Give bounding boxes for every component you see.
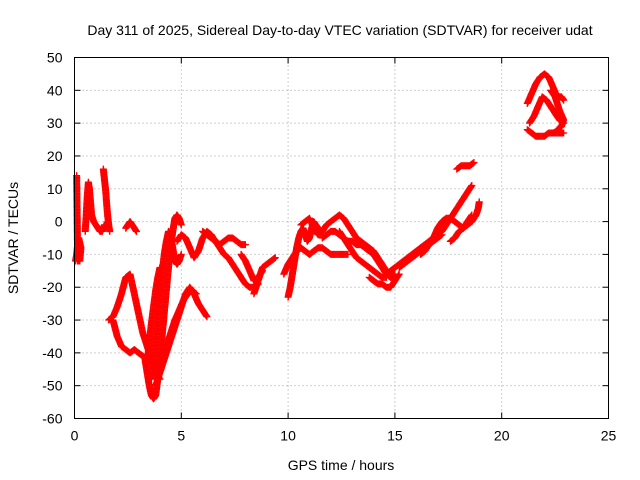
data-point: [395, 270, 403, 278]
data-point: [437, 231, 445, 239]
series-arc-y: [446, 198, 483, 245]
series-arc-d: [122, 218, 140, 235]
x-tick-label: 10: [280, 428, 296, 444]
data-point: [241, 241, 249, 249]
series-arc-k: [154, 287, 200, 377]
data-point: [132, 227, 140, 235]
data-point: [553, 126, 561, 134]
series-arc-t: [335, 227, 390, 281]
data-point: [177, 250, 185, 258]
x-tick-label: 20: [494, 428, 510, 444]
tick-layer: 0 5 10 15 20 25 -60 -50 -40 -30 -20 -10 0 10 20 30 40 50: [42, 50, 616, 444]
series-arc-l: [173, 227, 249, 262]
data-layer: [72, 70, 568, 403]
series-arc-z: [453, 159, 478, 173]
y-tick-label: 10: [47, 181, 63, 197]
series-arc-b: [81, 178, 109, 235]
y-tick-label: -30: [42, 312, 62, 328]
y-tick-label: -10: [42, 246, 62, 262]
data-point: [156, 264, 164, 272]
y-tick-label: 30: [47, 115, 63, 131]
data-point: [271, 254, 279, 262]
y-tick-label: 20: [47, 148, 63, 164]
series-arc-f: [109, 316, 155, 367]
x-tick-label: 25: [601, 428, 617, 444]
y-tick-label: 50: [47, 50, 63, 66]
data-point: [475, 198, 483, 206]
x-tick-label: 0: [71, 428, 79, 444]
y-tick-label: -20: [42, 279, 62, 295]
plot-frame: [74, 57, 609, 419]
data-point: [191, 289, 199, 297]
data-point: [192, 290, 200, 298]
series-arc-ac: [523, 126, 568, 140]
data-point: [470, 159, 478, 167]
series-arc-x: [417, 211, 476, 258]
series-arc-s: [318, 227, 399, 281]
y-axis-label: SDTVAR / TECUs: [5, 182, 21, 294]
series-arc-a: [72, 172, 85, 265]
y-tick-label: -60: [42, 411, 62, 427]
y-tick-label: -50: [42, 378, 62, 394]
x-tick-label: 5: [177, 428, 185, 444]
series-arc-o: [250, 254, 279, 298]
x-axis-label: GPS time / hours: [288, 457, 395, 473]
x-tick-label: 15: [387, 428, 403, 444]
data-point: [344, 250, 352, 258]
series-arc-h: [147, 227, 185, 383]
data-point: [106, 227, 114, 235]
series-arc-q: [280, 244, 352, 278]
series-arc-ad: [547, 86, 568, 134]
data-point: [468, 181, 476, 189]
data-point: [203, 313, 211, 321]
chart-title: Day 311 of 2025, Sidereal Day-to-day VTE…: [87, 22, 592, 38]
data-point: [177, 221, 185, 229]
y-tick-label: 0: [55, 214, 63, 230]
data-point: [438, 231, 446, 239]
data-point: [554, 125, 562, 133]
series-arc-u: [365, 270, 403, 291]
data-point: [469, 159, 477, 167]
y-tick-label: -40: [42, 345, 62, 361]
series-arc-c: [99, 165, 114, 235]
series-arc-i: [143, 264, 164, 367]
data-point: [560, 129, 568, 137]
data-point: [560, 96, 568, 104]
y-tick-label: 40: [47, 82, 63, 98]
